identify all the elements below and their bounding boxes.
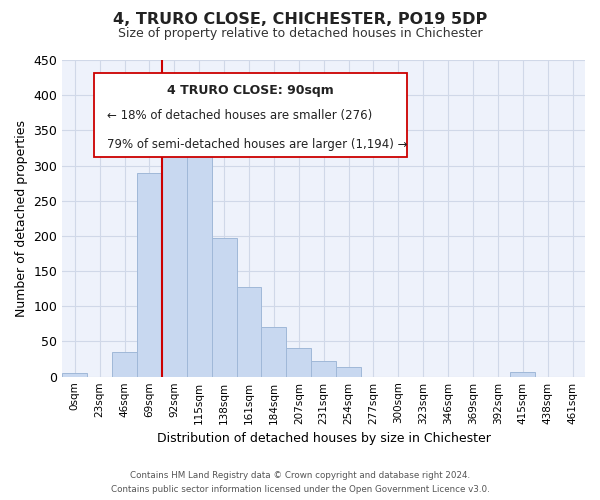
X-axis label: Distribution of detached houses by size in Chichester: Distribution of detached houses by size … xyxy=(157,432,491,445)
Bar xyxy=(511,372,535,376)
Bar xyxy=(62,373,87,376)
Bar xyxy=(162,124,187,376)
Text: 4, TRURO CLOSE, CHICHESTER, PO19 5DP: 4, TRURO CLOSE, CHICHESTER, PO19 5DP xyxy=(113,12,487,28)
Bar xyxy=(137,172,162,376)
Text: 4 TRURO CLOSE: 90sqm: 4 TRURO CLOSE: 90sqm xyxy=(167,84,334,97)
Bar xyxy=(187,153,212,376)
Bar xyxy=(212,238,236,376)
Y-axis label: Number of detached properties: Number of detached properties xyxy=(15,120,28,317)
Bar xyxy=(336,367,361,376)
Bar xyxy=(311,361,336,376)
Bar xyxy=(236,286,262,376)
Bar xyxy=(286,348,311,376)
Text: Size of property relative to detached houses in Chichester: Size of property relative to detached ho… xyxy=(118,28,482,40)
Text: 79% of semi-detached houses are larger (1,194) →: 79% of semi-detached houses are larger (… xyxy=(107,138,407,150)
Bar xyxy=(262,326,286,376)
FancyBboxPatch shape xyxy=(94,72,407,156)
Text: Contains HM Land Registry data © Crown copyright and database right 2024.
Contai: Contains HM Land Registry data © Crown c… xyxy=(110,472,490,494)
Text: ← 18% of detached houses are smaller (276): ← 18% of detached houses are smaller (27… xyxy=(107,109,372,122)
Bar xyxy=(112,352,137,376)
